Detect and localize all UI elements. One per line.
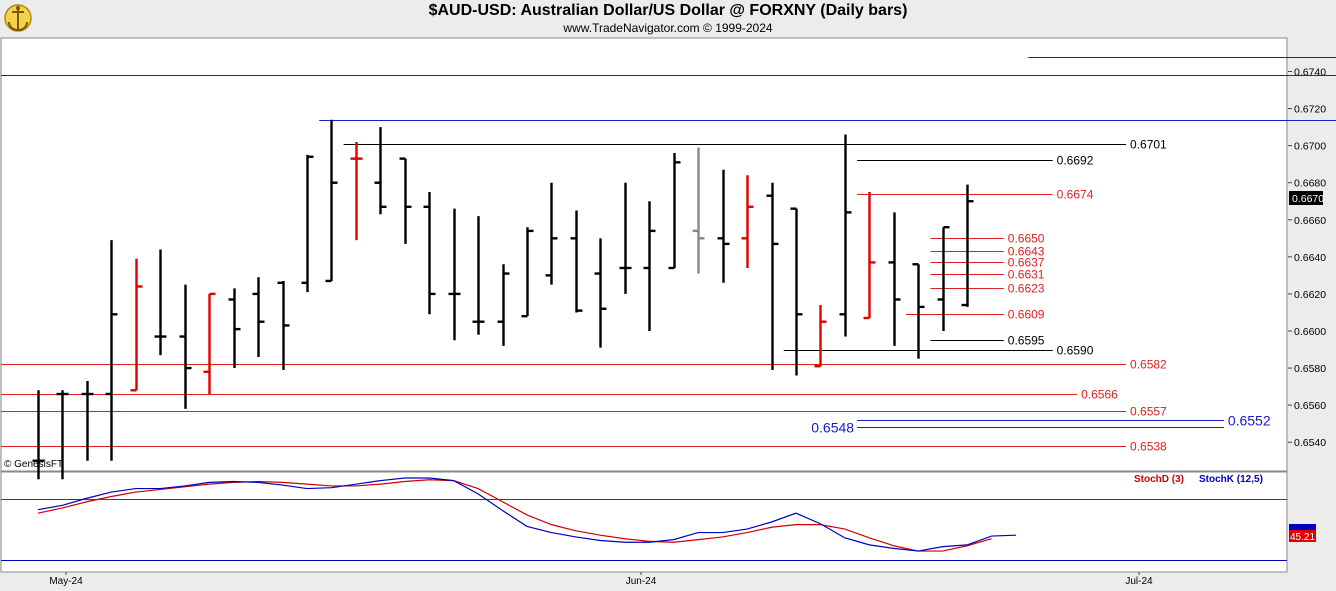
ohlc-bar — [203, 292, 216, 395]
ohlc-bar — [766, 182, 779, 370]
level-label: 0.6548 — [811, 420, 854, 436]
ohlc-bar — [350, 141, 363, 241]
y-tick-label: 0.6580 — [1294, 363, 1326, 375]
ohlc-bar — [912, 263, 925, 359]
y-tick-label: 0.6720 — [1294, 104, 1326, 116]
date-axis: May-24 Jun-24 Jul-24 — [49, 572, 1153, 587]
ohlc-bar — [56, 390, 69, 480]
level-label: 0.6631 — [1008, 268, 1045, 282]
ohlc-bar — [888, 212, 901, 346]
price-axis-panel — [1288, 38, 1335, 471]
level-label: 0.6557 — [1130, 405, 1167, 419]
x-tick-label: May-24 — [49, 576, 83, 587]
level-label: 0.6590 — [1057, 344, 1094, 358]
level-label: 0.6692 — [1057, 154, 1094, 168]
stochD-legend: StochD (3) — [1134, 474, 1184, 485]
level-label: 0.6538 — [1130, 440, 1167, 454]
ohlc-bars — [32, 119, 974, 480]
level-label: 0.6595 — [1008, 334, 1045, 348]
price-panel — [0, 37, 1288, 472]
y-tick-label: 0.6700 — [1294, 141, 1326, 153]
ohlc-bar — [179, 284, 192, 409]
stochastic-panel — [0, 471, 1288, 573]
y-tick-label: 0.6540 — [1294, 437, 1326, 449]
level-label: 0.6674 — [1057, 188, 1094, 202]
ohlc-bar — [325, 119, 338, 283]
y-tick-label: 0.6660 — [1294, 215, 1326, 227]
ohlc-bar — [619, 182, 632, 294]
last-price-label: 0.6670 — [1292, 193, 1324, 205]
ohlc-bar — [961, 184, 974, 307]
stochK-line — [37, 477, 1017, 552]
ohlc-bar — [105, 240, 118, 461]
ohlc-bar — [423, 191, 436, 315]
stochastic-indicator: StochD (3) StochK (12,5) 45.21 — [1, 474, 1316, 561]
ohlc-bar — [472, 216, 485, 335]
ohlc-bar — [32, 390, 45, 480]
level-label: 0.6552 — [1228, 413, 1271, 429]
ohlc-bar — [81, 381, 94, 461]
x-tick-label: Jun-24 — [626, 576, 657, 587]
ohlc-bar — [301, 154, 314, 293]
level-label: 0.6566 — [1081, 388, 1118, 402]
y-tick-label: 0.6600 — [1294, 326, 1326, 338]
level-label: 0.6582 — [1130, 358, 1167, 372]
level-label: 0.6650 — [1008, 232, 1045, 246]
ohlc-bar — [790, 207, 803, 376]
ohlc-bar — [692, 147, 705, 274]
ohlc-bar — [374, 127, 387, 215]
ohlc-bar — [399, 157, 412, 244]
stochD-line — [37, 479, 992, 552]
ohlc-bar — [668, 153, 681, 270]
ohlc-bar — [277, 280, 290, 370]
watermark: © GenesisFT — [4, 459, 63, 470]
stoch-last-box — [1289, 530, 1316, 542]
level-label: 0.6701 — [1130, 138, 1167, 152]
chart-header: $AUD-USD: Australian Dollar/US Dollar @ … — [0, 0, 1336, 38]
x-tick-label: Jul-24 — [1125, 576, 1153, 587]
y-tick-label: 0.6620 — [1294, 289, 1326, 301]
ohlc-bar — [545, 182, 558, 285]
ohlc-bar — [937, 225, 950, 331]
ohlc-bar — [448, 208, 461, 341]
ohlc-bar — [154, 249, 167, 356]
panels-background — [0, 37, 1335, 573]
y-tick-label: 0.6560 — [1294, 400, 1326, 412]
stochK-legend: StochK (12,5) — [1199, 474, 1263, 485]
ohlc-bar — [252, 277, 265, 357]
last-price-box — [1289, 191, 1323, 205]
ohlc-bar — [497, 264, 510, 346]
last-price-marker: 0.6670 — [1289, 191, 1324, 205]
stoch-k-last-box — [1289, 524, 1316, 530]
y-tick-label: 0.6740 — [1294, 67, 1326, 79]
level-label: 0.6643 — [1008, 245, 1045, 259]
ohlc-bar — [228, 288, 241, 369]
ohlc-bar — [863, 191, 876, 320]
level-label: 0.6637 — [1008, 256, 1045, 270]
ohlc-bar — [594, 238, 607, 348]
chart-title: $AUD-USD: Australian Dollar/US Dollar @ … — [428, 2, 908, 19]
ohlc-bar — [570, 210, 583, 313]
y-tick-label: 0.6640 — [1294, 252, 1326, 264]
y-tick-label: 0.6680 — [1294, 178, 1326, 190]
level-label: 0.6623 — [1008, 282, 1045, 296]
ohlc-bar — [741, 175, 754, 268]
trade-navigator-logo-icon — [4, 4, 32, 32]
ohlc-bar — [717, 169, 730, 283]
ohlc-bar — [814, 305, 827, 368]
stoch-last-value: 45.21 — [1290, 532, 1315, 543]
ohlc-bar — [130, 258, 143, 392]
ohlc-bar — [643, 201, 656, 331]
level-label: 0.6609 — [1008, 308, 1045, 322]
chart-subtitle: www.TradeNavigator.com © 1999-2024 — [563, 21, 773, 35]
ohlc-bar — [521, 227, 534, 318]
ohlc-bar — [839, 134, 852, 337]
